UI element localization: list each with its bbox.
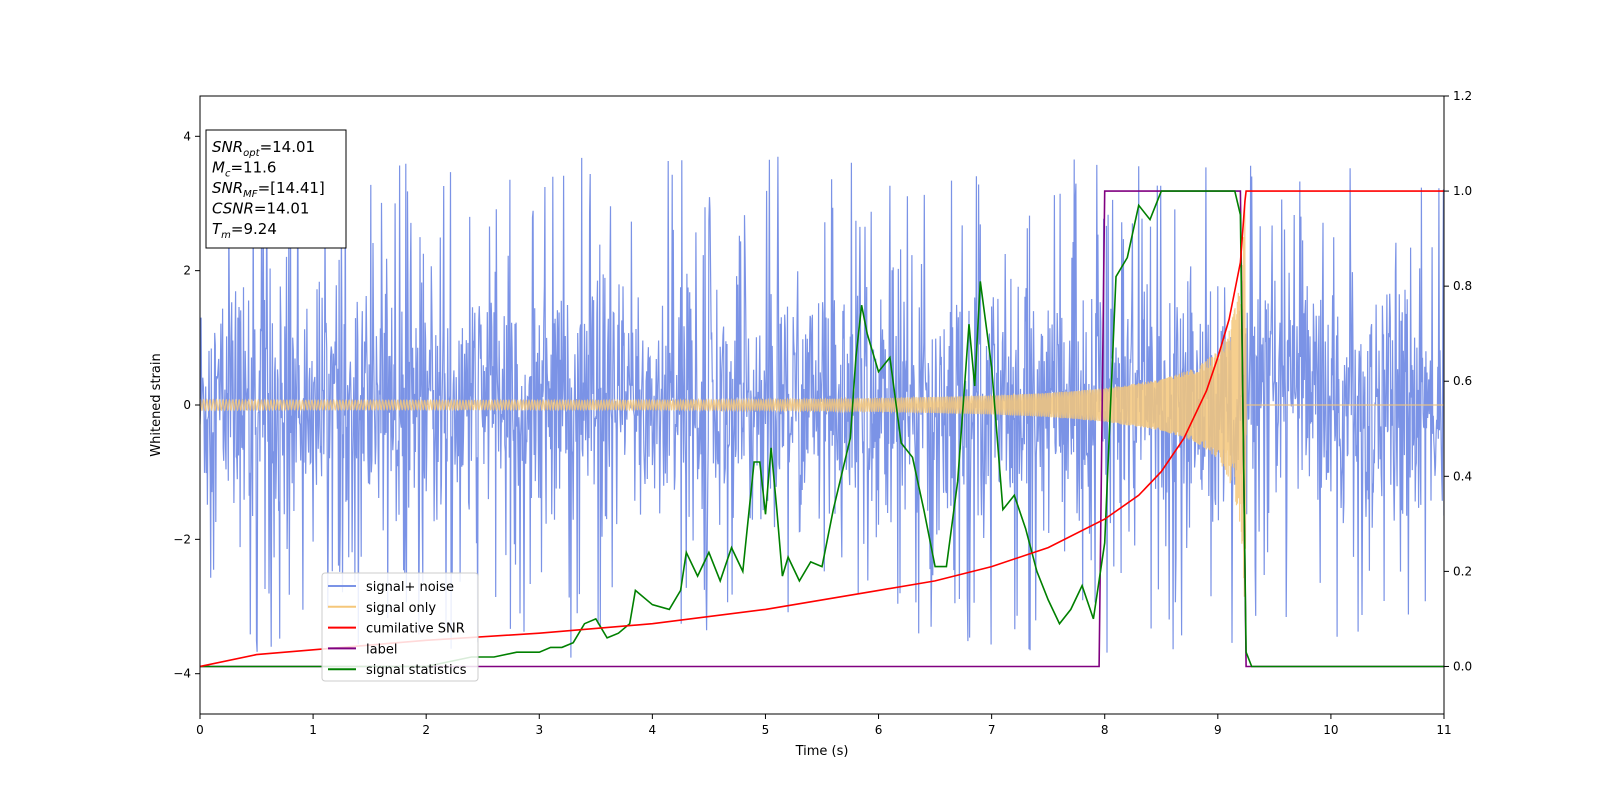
x-tick-label: 5 [762, 723, 770, 737]
legend-label: signal statistics [366, 663, 467, 678]
info-box-line: Mc=11.6 [212, 159, 276, 180]
x-tick-label: 2 [422, 723, 430, 737]
y-tick-label: −4 [173, 667, 191, 681]
x-tick-label: 1 [309, 723, 317, 737]
legend: signal+ noise signal only cumilative SNR la… [321, 572, 479, 682]
x-tick-label: 8 [1101, 723, 1109, 737]
series-signal-only [200, 200, 1444, 597]
y2-tick-label: 0.4 [1453, 469, 1472, 483]
y-tick-label: 4 [183, 129, 191, 143]
x-tick-label: 0 [196, 723, 204, 737]
info-box-line: Tm=9.24 [212, 220, 277, 241]
x-tick-label: 9 [1214, 723, 1222, 737]
info-box-line: SNRopt=14.01 [212, 138, 315, 159]
y-axis-left: −4 −2 0 2 4 [173, 129, 200, 681]
legend-label: cumilative SNR [366, 622, 465, 637]
info-box-line: SNRMF=[14.41] [212, 179, 325, 200]
x-axis-label: Time (s) [795, 744, 849, 759]
y-tick-label: 0 [183, 398, 191, 412]
series-cumilative-snr [200, 190, 1444, 668]
y2-tick-label: 0.0 [1453, 659, 1472, 673]
x-tick-label: 6 [875, 723, 883, 737]
y-axis-right: 0.0 0.2 0.4 0.6 0.8 1.0 1.2 [1444, 89, 1472, 673]
y2-tick-label: 0.8 [1453, 279, 1472, 293]
info-box: SNRopt=14.01Mc=11.6SNRMF=[14.41]CSNR=14.… [205, 129, 347, 249]
x-tick-label: 4 [649, 723, 657, 737]
series-layer [200, 156, 1444, 668]
y2-tick-label: 0.2 [1453, 564, 1472, 578]
info-box-frame [205, 129, 347, 249]
x-tick-label: 11 [1436, 723, 1451, 737]
y2-tick-label: 0.6 [1453, 374, 1472, 388]
x-tick-label: 3 [535, 723, 543, 737]
x-axis: 0 1 2 3 4 5 6 7 8 9 10 11 [196, 714, 1452, 737]
legend-frame [321, 572, 479, 682]
y2-tick-label: 1.2 [1453, 89, 1472, 103]
legend-label: signal+ noise [366, 580, 454, 595]
y-tick-label: −2 [173, 532, 191, 546]
y-axis-label: Whitened strain [149, 353, 164, 456]
info-box-line: CSNR=14.01 [212, 200, 309, 218]
legend-label: label [366, 642, 397, 657]
y-tick-label: 2 [183, 264, 191, 278]
y2-tick-label: 1.0 [1453, 184, 1472, 198]
legend-label: signal only [366, 601, 436, 616]
x-tick-label: 10 [1323, 723, 1338, 737]
series-signal-statistics [200, 190, 1444, 668]
x-tick-label: 7 [988, 723, 996, 737]
